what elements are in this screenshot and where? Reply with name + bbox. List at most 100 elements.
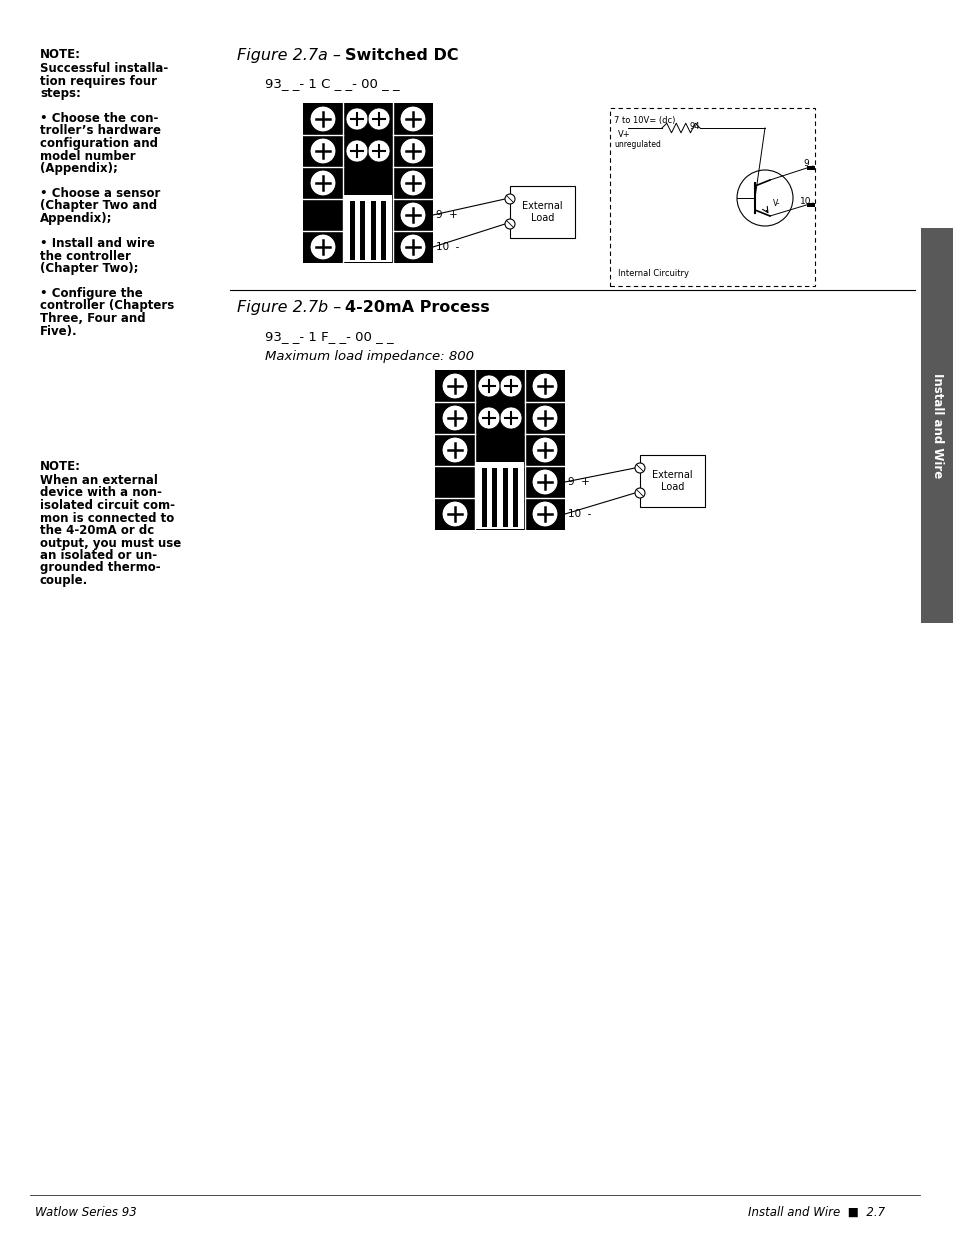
Text: Appendix);: Appendix); <box>40 212 112 225</box>
Text: • Configure the: • Configure the <box>40 287 143 300</box>
Circle shape <box>441 437 468 463</box>
Text: tion requires four: tion requires four <box>40 74 157 88</box>
Text: controller (Chapters: controller (Chapters <box>40 300 174 312</box>
Text: an isolated or un-: an isolated or un- <box>40 550 157 562</box>
Circle shape <box>399 106 426 132</box>
Bar <box>476 462 523 466</box>
Bar <box>476 466 523 529</box>
Circle shape <box>499 375 521 396</box>
Text: output, you must use: output, you must use <box>40 536 181 550</box>
Circle shape <box>532 373 558 399</box>
Text: Switched DC: Switched DC <box>345 48 458 63</box>
Bar <box>371 201 375 261</box>
Text: Internal Circuitry: Internal Circuitry <box>618 269 688 278</box>
Circle shape <box>368 140 390 162</box>
Circle shape <box>477 375 499 396</box>
Text: (Appendix);: (Appendix); <box>40 162 118 175</box>
Text: 4-20mA Process: 4-20mA Process <box>345 300 489 315</box>
Text: configuration and: configuration and <box>40 137 158 149</box>
Text: NOTE:: NOTE: <box>40 48 81 61</box>
Bar <box>920 228 953 622</box>
Circle shape <box>441 501 468 527</box>
Text: 9: 9 <box>802 159 808 168</box>
Bar <box>344 195 392 199</box>
Circle shape <box>310 233 335 261</box>
Text: troller’s hardware: troller’s hardware <box>40 125 161 137</box>
Circle shape <box>532 501 558 527</box>
Circle shape <box>310 138 335 164</box>
Text: Install and Wire  ■  2.7: Install and Wire ■ 2.7 <box>747 1205 884 1219</box>
Circle shape <box>399 170 426 196</box>
Bar <box>360 201 365 261</box>
Text: Five).: Five). <box>40 325 77 337</box>
Text: Successful installa-: Successful installa- <box>40 62 168 75</box>
Circle shape <box>310 170 335 196</box>
Text: grounded thermo-: grounded thermo- <box>40 562 160 574</box>
Text: Three, Four and: Three, Four and <box>40 312 146 325</box>
Circle shape <box>532 405 558 431</box>
Text: 93_ _- 1 F_ _- 00 _ _: 93_ _- 1 F_ _- 00 _ _ <box>265 330 394 343</box>
Text: 9  +: 9 + <box>567 477 589 487</box>
Circle shape <box>441 373 468 399</box>
Text: 10  -: 10 - <box>436 242 459 252</box>
Bar <box>303 103 433 263</box>
Text: couple.: couple. <box>40 574 89 587</box>
Text: (Chapter Two and: (Chapter Two and <box>40 200 157 212</box>
Text: model number: model number <box>40 149 135 163</box>
Text: External
Load: External Load <box>652 471 692 492</box>
Text: (Chapter Two);: (Chapter Two); <box>40 262 138 275</box>
Circle shape <box>737 170 792 226</box>
Text: When an external: When an external <box>40 474 157 487</box>
Circle shape <box>399 203 426 228</box>
Text: the controller: the controller <box>40 249 131 263</box>
Circle shape <box>504 194 515 204</box>
Text: External
Load: External Load <box>521 201 562 222</box>
Bar <box>492 468 497 527</box>
Circle shape <box>532 437 558 463</box>
Circle shape <box>399 138 426 164</box>
Text: device with a non-: device with a non- <box>40 487 162 499</box>
Text: Figure 2.7a –: Figure 2.7a – <box>236 48 346 63</box>
Text: V-: V- <box>772 199 780 207</box>
Text: 93_ _- 1 C _ _- 00 _ _: 93_ _- 1 C _ _- 00 _ _ <box>265 77 399 90</box>
Text: • Choose a sensor: • Choose a sensor <box>40 186 160 200</box>
Bar <box>481 468 486 527</box>
Text: V+: V+ <box>618 130 630 140</box>
Bar <box>513 468 517 527</box>
Bar <box>435 370 564 530</box>
Text: Install and Wire: Install and Wire <box>930 373 943 478</box>
Text: unregulated: unregulated <box>614 140 660 149</box>
Circle shape <box>399 233 426 261</box>
Bar <box>502 468 507 527</box>
Text: NOTE:: NOTE: <box>40 459 81 473</box>
Text: 10  -: 10 - <box>567 509 591 519</box>
Circle shape <box>499 408 521 429</box>
Text: Figure 2.7b –: Figure 2.7b – <box>236 300 346 315</box>
Text: 10: 10 <box>800 196 811 205</box>
Text: • Choose the con-: • Choose the con- <box>40 112 158 125</box>
Circle shape <box>532 469 558 495</box>
Bar <box>639 454 704 508</box>
Text: Maximum load impedance: 800: Maximum load impedance: 800 <box>265 350 474 363</box>
Bar <box>609 107 814 287</box>
Bar <box>806 165 814 170</box>
Circle shape <box>310 106 335 132</box>
Circle shape <box>477 408 499 429</box>
Circle shape <box>504 219 515 228</box>
Text: mon is connected to: mon is connected to <box>40 511 174 525</box>
Text: the 4-20mA or dc: the 4-20mA or dc <box>40 524 154 537</box>
Bar <box>510 186 575 238</box>
Circle shape <box>635 488 644 498</box>
Circle shape <box>441 405 468 431</box>
Text: 94: 94 <box>689 122 700 131</box>
Text: 9  +: 9 + <box>436 210 457 220</box>
Bar <box>344 199 392 262</box>
Text: 7 to 10V= (dc): 7 to 10V= (dc) <box>614 116 675 125</box>
Text: isolated circuit com-: isolated circuit com- <box>40 499 174 513</box>
Circle shape <box>635 463 644 473</box>
Circle shape <box>346 107 368 130</box>
Bar <box>806 203 814 207</box>
Bar <box>349 201 355 261</box>
Text: steps:: steps: <box>40 86 81 100</box>
Text: Watlow Series 93: Watlow Series 93 <box>35 1205 136 1219</box>
